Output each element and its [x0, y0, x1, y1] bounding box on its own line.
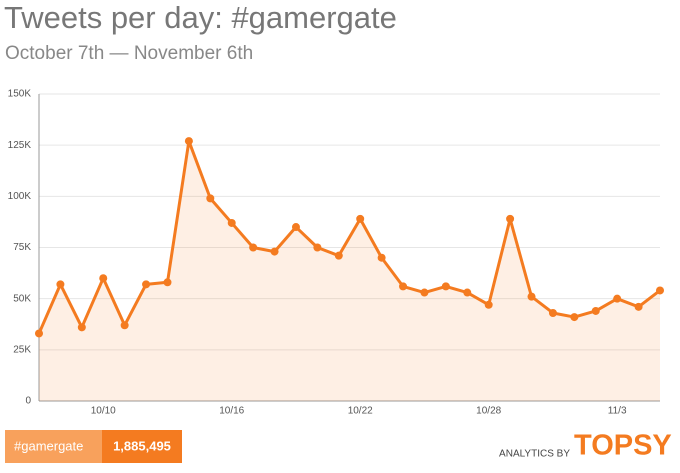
- total-box: [102, 430, 182, 463]
- brand-name: TOPSY: [574, 430, 672, 462]
- point: [184, 137, 193, 146]
- point: [420, 288, 429, 297]
- brand-prefix: ANALYTICS BY: [499, 449, 570, 460]
- point: [591, 306, 600, 315]
- x-tick-label: 10/10: [91, 406, 116, 417]
- point: [77, 323, 86, 332]
- point: [548, 308, 557, 317]
- point: [484, 300, 493, 309]
- point: [99, 274, 108, 283]
- legend-box: [5, 430, 102, 463]
- point: [399, 282, 408, 291]
- point: [142, 280, 151, 289]
- y-tick-label: 75K: [13, 242, 31, 253]
- point: [613, 294, 622, 303]
- x-tick-label: 11/3: [608, 406, 627, 417]
- point: [249, 243, 258, 252]
- point: [291, 223, 300, 232]
- point: [227, 218, 236, 227]
- total-value: 1,885,495: [113, 438, 171, 453]
- point: [463, 288, 472, 297]
- chart-title: Tweets per day: #gamergate: [4, 0, 397, 35]
- point: [313, 243, 322, 252]
- point: [163, 278, 172, 287]
- point: [35, 329, 43, 338]
- point: [570, 313, 579, 322]
- point: [334, 251, 343, 260]
- x-tick-label: 10/22: [348, 406, 373, 417]
- point: [56, 280, 65, 289]
- point: [441, 282, 450, 291]
- point: [506, 214, 515, 223]
- y-tick-label: 125K: [8, 140, 32, 151]
- y-tick-label: 50K: [13, 293, 31, 304]
- point: [377, 253, 386, 262]
- point: [120, 321, 129, 330]
- point: [656, 286, 664, 295]
- x-tick-label: 10/28: [476, 406, 501, 417]
- point: [634, 302, 643, 311]
- point: [356, 214, 365, 223]
- y-tick-label: 150K: [8, 89, 32, 100]
- point: [527, 292, 536, 301]
- y-tick-label: 0: [25, 396, 31, 407]
- legend-label: #gamergate: [14, 438, 83, 453]
- chart-subtitle: October 7th — November 6th: [5, 43, 253, 64]
- y-tick-label: 25K: [13, 344, 31, 355]
- y-tick-label: 100K: [8, 191, 32, 202]
- area: [39, 141, 660, 401]
- point: [206, 194, 215, 203]
- x-tick-label: 10/16: [219, 406, 244, 417]
- point: [270, 247, 279, 256]
